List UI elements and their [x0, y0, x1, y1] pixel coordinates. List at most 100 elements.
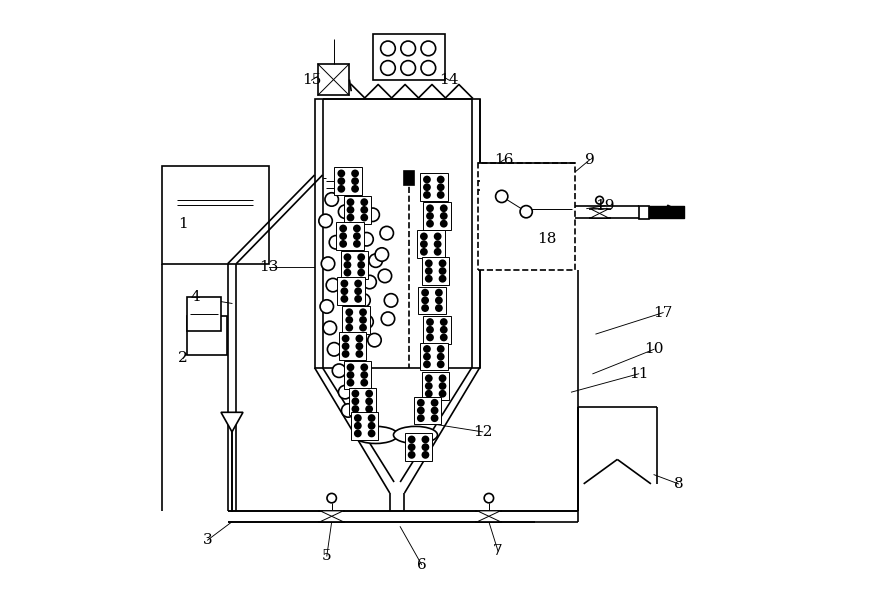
Bar: [640, 205, 649, 219]
Circle shape: [352, 186, 358, 192]
Bar: [478, 163, 575, 270]
Circle shape: [353, 398, 359, 405]
Circle shape: [361, 215, 368, 221]
Circle shape: [421, 241, 427, 247]
Bar: [417, 230, 445, 258]
Circle shape: [343, 335, 349, 341]
Circle shape: [347, 364, 354, 370]
Circle shape: [424, 354, 430, 360]
Circle shape: [424, 184, 430, 190]
Circle shape: [341, 404, 355, 417]
Text: 6: 6: [416, 558, 426, 571]
Circle shape: [425, 383, 431, 389]
Circle shape: [345, 254, 351, 261]
Polygon shape: [591, 209, 609, 213]
Circle shape: [400, 41, 416, 56]
Circle shape: [380, 226, 393, 240]
Circle shape: [323, 321, 337, 335]
Circle shape: [425, 276, 431, 282]
Ellipse shape: [393, 427, 438, 443]
Text: 12: 12: [473, 425, 493, 439]
Circle shape: [325, 192, 338, 206]
Bar: [187, 297, 221, 331]
Bar: [405, 171, 415, 185]
Circle shape: [440, 334, 447, 340]
Circle shape: [355, 296, 361, 302]
Circle shape: [363, 275, 377, 289]
Circle shape: [338, 386, 352, 399]
Circle shape: [440, 221, 447, 227]
Circle shape: [352, 178, 358, 184]
Circle shape: [438, 361, 444, 367]
Circle shape: [338, 178, 345, 184]
Circle shape: [357, 294, 370, 307]
Bar: [187, 316, 227, 356]
Circle shape: [439, 383, 446, 389]
Circle shape: [440, 205, 447, 211]
Circle shape: [354, 430, 361, 436]
Circle shape: [346, 317, 353, 323]
Circle shape: [435, 249, 440, 255]
Circle shape: [436, 297, 442, 303]
Circle shape: [356, 335, 362, 341]
Circle shape: [421, 234, 427, 240]
Circle shape: [425, 390, 431, 397]
Circle shape: [439, 375, 446, 381]
Circle shape: [369, 254, 383, 267]
Circle shape: [369, 415, 375, 421]
Circle shape: [341, 296, 347, 302]
Bar: [338, 332, 366, 360]
Circle shape: [343, 343, 349, 349]
Text: 17: 17: [654, 306, 672, 319]
Circle shape: [424, 361, 430, 367]
Circle shape: [436, 305, 442, 311]
Circle shape: [354, 226, 360, 232]
Text: 8: 8: [673, 477, 683, 491]
Circle shape: [354, 241, 360, 247]
Polygon shape: [478, 516, 501, 522]
Circle shape: [345, 270, 351, 276]
Text: 7: 7: [494, 544, 503, 558]
Circle shape: [319, 214, 332, 227]
Circle shape: [338, 186, 345, 192]
Text: 4: 4: [190, 291, 200, 304]
Circle shape: [354, 423, 361, 429]
Circle shape: [366, 406, 372, 412]
Circle shape: [340, 241, 346, 247]
Circle shape: [361, 372, 368, 378]
Circle shape: [360, 232, 373, 246]
Circle shape: [418, 415, 424, 421]
Circle shape: [439, 276, 446, 282]
Circle shape: [427, 319, 433, 325]
Circle shape: [366, 390, 372, 397]
Circle shape: [361, 364, 368, 370]
Circle shape: [439, 268, 446, 274]
Circle shape: [366, 398, 372, 405]
Circle shape: [332, 364, 346, 378]
Circle shape: [421, 61, 436, 75]
Bar: [373, 34, 445, 80]
Circle shape: [381, 61, 395, 75]
Circle shape: [424, 346, 430, 352]
Circle shape: [425, 375, 431, 381]
Circle shape: [354, 233, 360, 239]
Bar: [338, 278, 365, 305]
Circle shape: [484, 493, 494, 503]
Circle shape: [427, 205, 433, 211]
Text: 19: 19: [595, 199, 615, 213]
Circle shape: [338, 170, 345, 177]
Circle shape: [439, 261, 446, 267]
Polygon shape: [221, 413, 243, 432]
Circle shape: [353, 406, 359, 412]
Text: 3: 3: [203, 533, 213, 547]
Text: 18: 18: [537, 232, 556, 246]
Bar: [340, 251, 368, 279]
Bar: [317, 64, 349, 96]
Circle shape: [369, 430, 375, 436]
Circle shape: [422, 289, 428, 295]
Circle shape: [358, 262, 364, 268]
Circle shape: [347, 186, 361, 200]
Bar: [348, 387, 376, 415]
Circle shape: [355, 288, 361, 294]
Circle shape: [439, 390, 446, 397]
